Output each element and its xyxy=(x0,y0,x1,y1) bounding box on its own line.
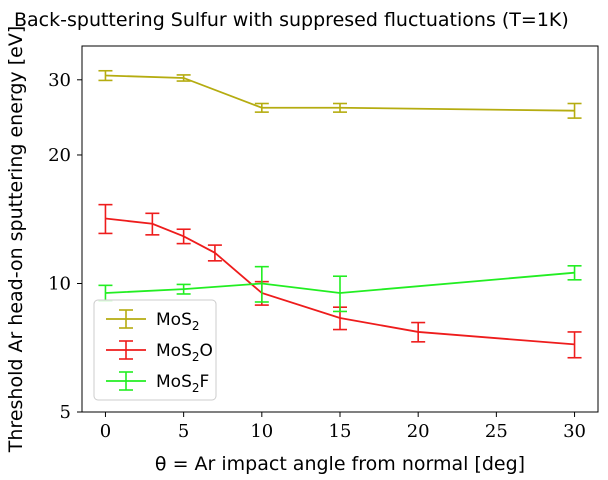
data-point xyxy=(176,74,191,82)
legend-label-main: MoS xyxy=(156,341,192,361)
legend-label-subscript: 2 xyxy=(192,350,200,364)
data-point xyxy=(567,331,582,359)
data-point xyxy=(145,212,160,236)
legend-label-subscript: 2 xyxy=(192,319,200,333)
legend-entry: MoS2O xyxy=(106,340,213,364)
x-tick-label: 15 xyxy=(329,421,352,442)
series-2 xyxy=(98,265,582,313)
legend-label-suffix: O xyxy=(200,341,213,361)
legend-label: MoS2 xyxy=(156,310,200,333)
legend-label-main: MoS xyxy=(156,372,192,392)
data-point xyxy=(98,203,113,235)
x-tick-label: 20 xyxy=(407,421,430,442)
data-point xyxy=(98,69,113,82)
data-point xyxy=(567,265,582,281)
data-point xyxy=(411,321,426,343)
data-point xyxy=(333,102,347,113)
x-axis: 0 5 10 15 20 25 30 xyxy=(100,412,586,442)
data-point xyxy=(176,283,191,295)
x-tick-label: 25 xyxy=(485,421,508,442)
y-axis: 5 10 20 30 xyxy=(48,70,82,423)
x-tick-label: 0 xyxy=(100,421,111,442)
legend-label-suffix: F xyxy=(200,372,210,392)
series-line xyxy=(105,217,575,346)
x-axis-label: θ = Ar impact angle from normal [deg] xyxy=(155,453,525,475)
y-tick-label: 5 xyxy=(60,402,71,423)
legend-label: MoS2F xyxy=(156,372,209,395)
data-point xyxy=(176,228,191,245)
legend-box xyxy=(93,299,217,401)
legend-entry: MoS2 xyxy=(106,309,200,333)
data-point xyxy=(333,275,347,313)
legend-label: MoS2O xyxy=(156,341,213,364)
x-tick-label: 5 xyxy=(178,421,189,442)
plot-area xyxy=(98,69,582,359)
data-point xyxy=(254,102,269,113)
data-point xyxy=(207,244,222,262)
y-tick-label: 30 xyxy=(48,70,71,91)
x-tick-label: 10 xyxy=(250,421,273,442)
y-tick-label: 10 xyxy=(48,273,71,294)
data-point xyxy=(254,265,269,303)
legend-label-subscript: 2 xyxy=(192,381,200,395)
y-axis-label: Threshold Ar head-on sputtering energy [… xyxy=(5,26,27,453)
series-0 xyxy=(98,69,582,119)
legend-label-main: MoS xyxy=(156,310,192,330)
x-tick-label: 30 xyxy=(563,421,586,442)
chart-title: Back-sputtering Sulfur with suppresed fl… xyxy=(14,9,569,31)
series-1 xyxy=(98,203,582,359)
y-tick-label: 20 xyxy=(48,145,71,166)
legend-entry: MoS2F xyxy=(106,371,209,395)
data-point xyxy=(567,102,582,119)
